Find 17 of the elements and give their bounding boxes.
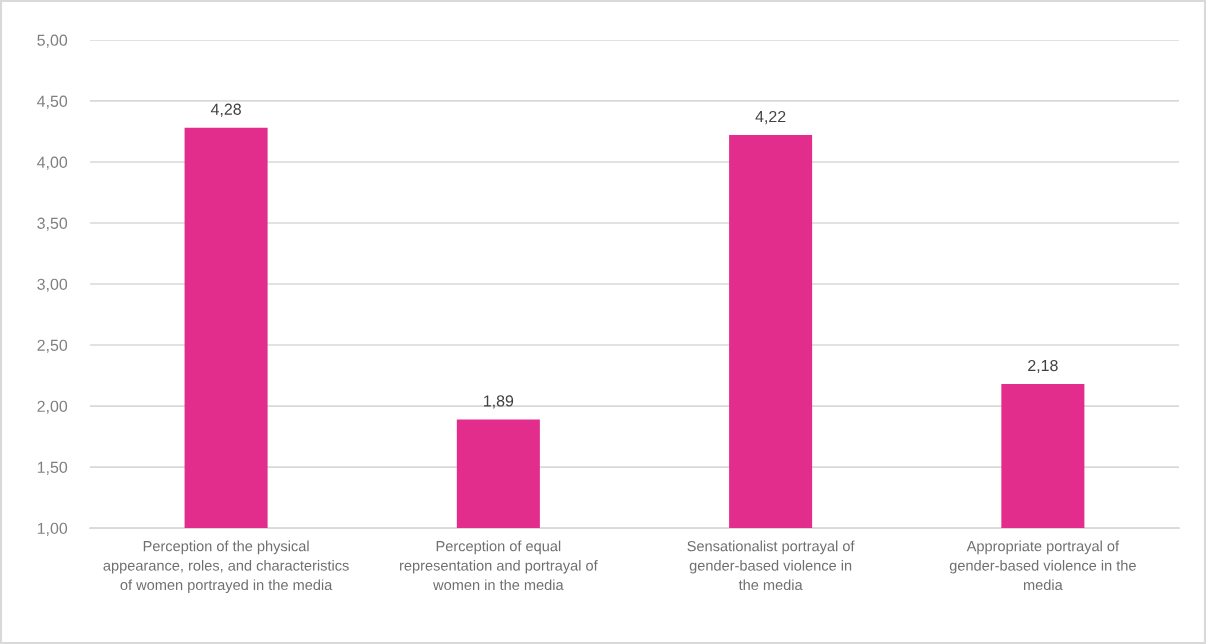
y-tick-label: 4,50: [37, 95, 68, 109]
y-tick-label: 3,00: [37, 278, 68, 292]
data-label: 2,18: [1028, 359, 1058, 374]
data-label: 1,89: [484, 395, 514, 409]
x-tick-label: Perception of equal representation and portrayal of women in the media: [400, 540, 598, 591]
y-tick-label: 4,00: [37, 156, 68, 170]
y-tick-label: 3,50: [37, 217, 68, 231]
y-tick-label: 2,00: [37, 400, 68, 414]
data-label: 4,22: [755, 110, 786, 125]
x-tick-label: Sensationalist portrayal of gender-based violence in the media: [687, 540, 855, 591]
y-tick-label: 5,00: [37, 34, 68, 48]
x-tick-label: Perception of the physical appearance, roles, and characteristics of women portrayed in the media: [103, 540, 349, 593]
x-tick-label: Appropriate portrayal of gender-based violence in the media: [949, 540, 1136, 591]
y-tick-label: 1,00: [37, 522, 68, 536]
y-tick-label: 1,50: [37, 461, 68, 475]
data-label: 4,28: [210, 103, 241, 117]
y-tick-label: 2,50: [37, 339, 68, 353]
